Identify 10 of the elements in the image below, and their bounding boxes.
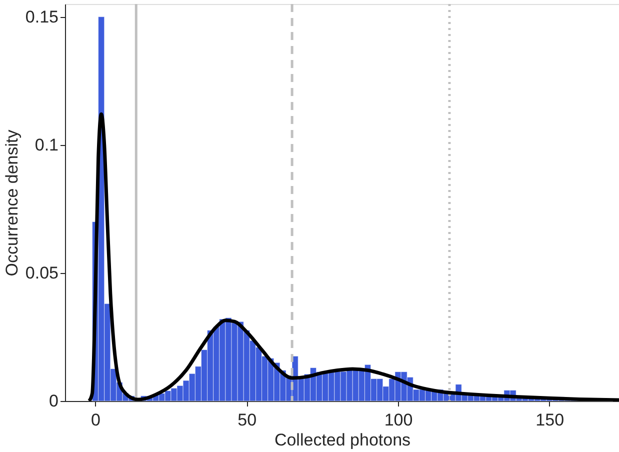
- x-tick-label: 0: [91, 410, 101, 430]
- y-tick-label: 0: [49, 392, 58, 410]
- x-tick-label: 50: [238, 410, 257, 430]
- y-tick-label: 0.1: [34, 135, 58, 154]
- x-tick-label: 100: [384, 410, 413, 430]
- x-tick-label: 150: [536, 410, 564, 430]
- y-tick-label: 0.15: [25, 7, 58, 26]
- y-axis-title: Occurrence density: [2, 129, 22, 276]
- x-axis-title: Collected photons: [274, 430, 411, 450]
- y-tick-label: 0.05: [25, 263, 58, 282]
